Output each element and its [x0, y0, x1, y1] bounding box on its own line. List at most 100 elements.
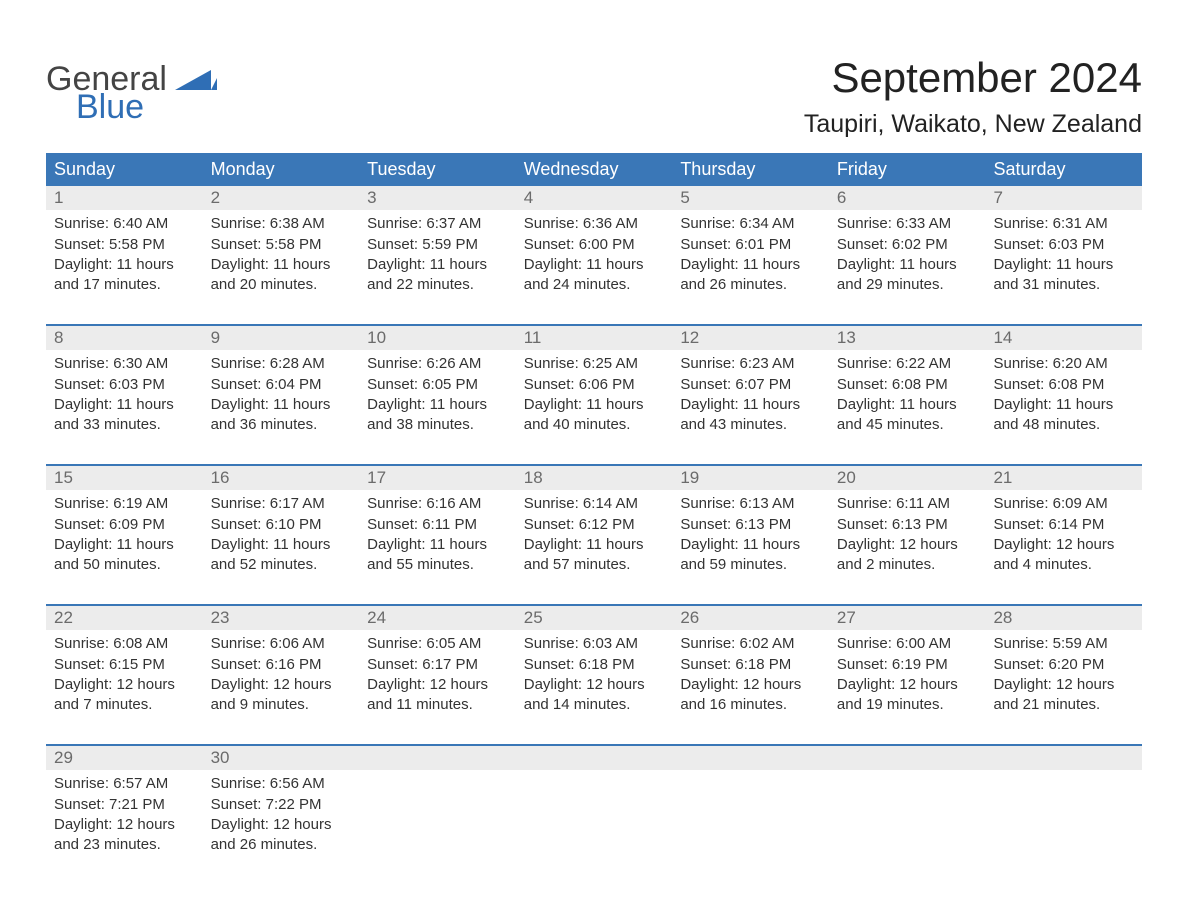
day-number: 25: [516, 606, 673, 630]
day-cell: 22Sunrise: 6:08 AMSunset: 6:15 PMDayligh…: [46, 606, 203, 728]
day-cell: 25Sunrise: 6:03 AMSunset: 6:18 PMDayligh…: [516, 606, 673, 728]
day-cell: 2Sunrise: 6:38 AMSunset: 5:58 PMDaylight…: [203, 186, 360, 308]
day-number: 30: [203, 746, 360, 770]
sunrise-text: Sunrise: 6:08 AM: [54, 634, 197, 654]
daylight-text: and 4 minutes.: [993, 555, 1136, 575]
sunset-text: Sunset: 6:11 PM: [367, 515, 510, 535]
sunrise-text: Sunrise: 6:31 AM: [993, 214, 1136, 234]
day-number: 28: [985, 606, 1142, 630]
logo-word-2: Blue: [76, 90, 217, 124]
weekday-header: Friday: [829, 153, 986, 186]
day-cell: 7Sunrise: 6:31 AMSunset: 6:03 PMDaylight…: [985, 186, 1142, 308]
weekday-header: Thursday: [672, 153, 829, 186]
day-cell: 3Sunrise: 6:37 AMSunset: 5:59 PMDaylight…: [359, 186, 516, 308]
day-details: Sunrise: 6:09 AMSunset: 6:14 PMDaylight:…: [985, 490, 1142, 575]
sunrise-text: Sunrise: 6:23 AM: [680, 354, 823, 374]
sunset-text: Sunset: 6:18 PM: [680, 655, 823, 675]
daylight-text: Daylight: 12 hours: [211, 675, 354, 695]
weekday-header: Wednesday: [516, 153, 673, 186]
day-number: 9: [203, 326, 360, 350]
day-cell: 27Sunrise: 6:00 AMSunset: 6:19 PMDayligh…: [829, 606, 986, 728]
sunset-text: Sunset: 5:59 PM: [367, 235, 510, 255]
daylight-text: and 9 minutes.: [211, 695, 354, 715]
daylight-text: and 16 minutes.: [680, 695, 823, 715]
daylight-text: Daylight: 11 hours: [54, 395, 197, 415]
daylight-text: and 11 minutes.: [367, 695, 510, 715]
day-cell: 6Sunrise: 6:33 AMSunset: 6:02 PMDaylight…: [829, 186, 986, 308]
weekday-header: Monday: [203, 153, 360, 186]
day-details: Sunrise: 6:33 AMSunset: 6:02 PMDaylight:…: [829, 210, 986, 295]
day-cell: 14Sunrise: 6:20 AMSunset: 6:08 PMDayligh…: [985, 326, 1142, 448]
daylight-text: and 23 minutes.: [54, 835, 197, 855]
day-details: Sunrise: 6:40 AMSunset: 5:58 PMDaylight:…: [46, 210, 203, 295]
day-cell: 11Sunrise: 6:25 AMSunset: 6:06 PMDayligh…: [516, 326, 673, 448]
sunrise-text: Sunrise: 6:14 AM: [524, 494, 667, 514]
day-cell: [516, 746, 673, 868]
title-block: September 2024 Taupiri, Waikato, New Zea…: [804, 40, 1142, 153]
week-row: 1Sunrise: 6:40 AMSunset: 5:58 PMDaylight…: [46, 186, 1142, 308]
day-cell: 4Sunrise: 6:36 AMSunset: 6:00 PMDaylight…: [516, 186, 673, 308]
sunset-text: Sunset: 6:08 PM: [837, 375, 980, 395]
day-cell: 17Sunrise: 6:16 AMSunset: 6:11 PMDayligh…: [359, 466, 516, 588]
sunset-text: Sunset: 6:18 PM: [524, 655, 667, 675]
sunset-text: Sunset: 6:09 PM: [54, 515, 197, 535]
sunrise-text: Sunrise: 6:20 AM: [993, 354, 1136, 374]
daylight-text: Daylight: 11 hours: [524, 395, 667, 415]
location-subtitle: Taupiri, Waikato, New Zealand: [804, 110, 1142, 139]
daylight-text: Daylight: 11 hours: [211, 535, 354, 555]
sunrise-text: Sunrise: 6:03 AM: [524, 634, 667, 654]
sunrise-text: Sunrise: 6:26 AM: [367, 354, 510, 374]
daylight-text: and 22 minutes.: [367, 275, 510, 295]
day-cell: 24Sunrise: 6:05 AMSunset: 6:17 PMDayligh…: [359, 606, 516, 728]
daylight-text: Daylight: 12 hours: [837, 535, 980, 555]
day-details: Sunrise: 6:11 AMSunset: 6:13 PMDaylight:…: [829, 490, 986, 575]
day-number: 21: [985, 466, 1142, 490]
daylight-text: Daylight: 12 hours: [367, 675, 510, 695]
day-cell: 30Sunrise: 6:56 AMSunset: 7:22 PMDayligh…: [203, 746, 360, 868]
day-number: 20: [829, 466, 986, 490]
sunrise-text: Sunrise: 6:05 AM: [367, 634, 510, 654]
daylight-text: Daylight: 11 hours: [524, 255, 667, 275]
day-cell: 8Sunrise: 6:30 AMSunset: 6:03 PMDaylight…: [46, 326, 203, 448]
daylight-text: Daylight: 11 hours: [680, 255, 823, 275]
day-details: Sunrise: 6:26 AMSunset: 6:05 PMDaylight:…: [359, 350, 516, 435]
sunset-text: Sunset: 6:03 PM: [993, 235, 1136, 255]
day-cell: 12Sunrise: 6:23 AMSunset: 6:07 PMDayligh…: [672, 326, 829, 448]
day-number: 23: [203, 606, 360, 630]
day-number: 17: [359, 466, 516, 490]
daylight-text: and 40 minutes.: [524, 415, 667, 435]
daylight-text: and 26 minutes.: [211, 835, 354, 855]
sunrise-text: Sunrise: 6:37 AM: [367, 214, 510, 234]
day-number: 3: [359, 186, 516, 210]
daylight-text: and 19 minutes.: [837, 695, 980, 715]
day-number: [985, 746, 1142, 770]
daylight-text: Daylight: 11 hours: [211, 255, 354, 275]
daylight-text: Daylight: 12 hours: [993, 675, 1136, 695]
week-row: 29Sunrise: 6:57 AMSunset: 7:21 PMDayligh…: [46, 744, 1142, 868]
sunrise-text: Sunrise: 6:13 AM: [680, 494, 823, 514]
day-cell: 9Sunrise: 6:28 AMSunset: 6:04 PMDaylight…: [203, 326, 360, 448]
day-details: Sunrise: 6:16 AMSunset: 6:11 PMDaylight:…: [359, 490, 516, 575]
sunset-text: Sunset: 6:12 PM: [524, 515, 667, 535]
month-title: September 2024: [804, 54, 1142, 102]
sunset-text: Sunset: 6:10 PM: [211, 515, 354, 535]
day-details: Sunrise: 6:03 AMSunset: 6:18 PMDaylight:…: [516, 630, 673, 715]
daylight-text: Daylight: 11 hours: [524, 535, 667, 555]
day-cell: 15Sunrise: 6:19 AMSunset: 6:09 PMDayligh…: [46, 466, 203, 588]
sunrise-text: Sunrise: 6:02 AM: [680, 634, 823, 654]
calendar-page: General Blue September 2024 Taupiri, Wai…: [0, 0, 1188, 918]
day-details: Sunrise: 6:00 AMSunset: 6:19 PMDaylight:…: [829, 630, 986, 715]
day-cell: 28Sunrise: 5:59 AMSunset: 6:20 PMDayligh…: [985, 606, 1142, 728]
sunrise-text: Sunrise: 6:38 AM: [211, 214, 354, 234]
day-details: Sunrise: 6:36 AMSunset: 6:00 PMDaylight:…: [516, 210, 673, 295]
day-number: 6: [829, 186, 986, 210]
daylight-text: and 2 minutes.: [837, 555, 980, 575]
day-number: 24: [359, 606, 516, 630]
day-number: 26: [672, 606, 829, 630]
daylight-text: and 29 minutes.: [837, 275, 980, 295]
day-details: Sunrise: 6:19 AMSunset: 6:09 PMDaylight:…: [46, 490, 203, 575]
day-details: Sunrise: 6:30 AMSunset: 6:03 PMDaylight:…: [46, 350, 203, 435]
day-number: 22: [46, 606, 203, 630]
sunset-text: Sunset: 6:07 PM: [680, 375, 823, 395]
day-cell: [985, 746, 1142, 868]
